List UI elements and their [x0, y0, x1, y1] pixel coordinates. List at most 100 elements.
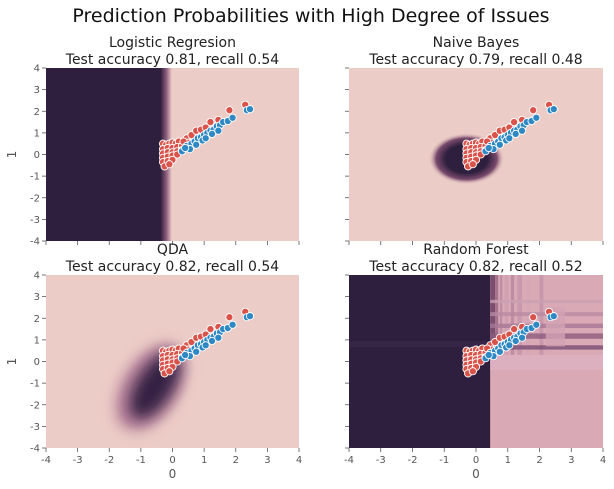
point-class-1 — [245, 105, 255, 114]
point-class-0 — [529, 106, 538, 115]
point-class-1 — [495, 347, 504, 356]
point-class-1 — [192, 347, 201, 356]
panel-subtitle: Test accuracy 0.82, recall 0.54 — [65, 259, 280, 275]
y-tick-label: 2 — [34, 314, 40, 325]
y-axis-label: 1 — [5, 151, 19, 159]
point-class-0 — [510, 118, 519, 127]
y-axis-label: 1 — [5, 358, 19, 366]
figure-title: Prediction Probabilities with High Degre… — [72, 5, 549, 27]
point-class-1 — [181, 350, 190, 360]
x-tick-label: 1 — [505, 455, 511, 466]
scatter-points — [158, 100, 255, 171]
scatter-points — [462, 307, 558, 378]
point-class-1 — [207, 129, 217, 139]
x-tick-label: 1 — [201, 455, 207, 466]
y-tick-label: 1 — [34, 335, 40, 346]
x-tick-label: -3 — [73, 455, 83, 466]
point-class-1 — [517, 333, 527, 342]
y-tick-label: 0 — [34, 357, 40, 368]
x-tick-label: -2 — [104, 455, 114, 466]
axes: -4 -3 -2 -1 0 1 2 3 4 — [344, 274, 606, 466]
point-class-1 — [245, 312, 255, 321]
point-class-0 — [206, 325, 215, 334]
x-tick-label: -1 — [439, 455, 449, 466]
point-class-0 — [165, 160, 174, 169]
point-class-1 — [484, 350, 493, 360]
panel-title: Logistic Regresion — [109, 35, 236, 51]
point-class-1 — [511, 336, 520, 346]
y-tick-label: -3 — [30, 215, 40, 226]
y-tick-label: -2 — [30, 400, 40, 411]
point-class-1 — [214, 126, 223, 135]
x-tick-label: 0 — [473, 455, 479, 466]
point-class-0 — [206, 118, 215, 127]
y-tick-label: 3 — [34, 292, 40, 303]
y-tick-label: 2 — [34, 107, 40, 118]
axes — [345, 67, 604, 245]
panel-title: Naive Bayes — [433, 35, 520, 51]
point-class-0 — [529, 313, 538, 322]
point-class-1 — [228, 320, 237, 329]
point-class-1 — [505, 341, 514, 350]
y-tick-label: 0 — [34, 150, 40, 161]
probability-background — [349, 275, 603, 448]
point-class-0 — [225, 313, 234, 322]
point-class-1 — [511, 129, 520, 139]
point-class-1 — [505, 134, 514, 143]
axes: -4 -3 -2 -1 0 1 2 3 4 -4 -3 -2 -1 0 1 2 3 4 — [30, 271, 302, 467]
point-class-1 — [201, 341, 210, 350]
point-class-1 — [532, 320, 541, 329]
point-class-0 — [165, 367, 174, 376]
point-class-1 — [181, 143, 190, 153]
x-axis-label: 0 — [169, 467, 177, 481]
scatter-points — [158, 307, 255, 378]
point-class-1 — [228, 113, 237, 122]
x-axis-label: 0 — [472, 467, 480, 481]
y-tick-label: -4 — [30, 444, 40, 455]
point-class-0 — [225, 106, 234, 115]
x-tick-label: 3 — [568, 455, 574, 466]
x-tick-label: 4 — [296, 455, 302, 466]
point-class-1 — [214, 333, 223, 342]
x-tick-label: 0 — [169, 455, 175, 466]
point-class-0 — [468, 367, 477, 376]
point-class-1 — [517, 126, 527, 135]
axes: -4 -3 -2 -1 0 1 2 3 4 — [30, 64, 300, 248]
x-tick-label: 2 — [233, 455, 239, 466]
x-tick-label: 4 — [600, 455, 606, 466]
y-tick-label: -1 — [30, 379, 40, 390]
scatter-points — [462, 100, 558, 171]
x-tick-label: -1 — [136, 455, 146, 466]
x-tick-label: -2 — [408, 455, 418, 466]
panel-title: Random Forest — [423, 242, 529, 258]
y-tick-label: -1 — [30, 172, 40, 183]
y-tick-label: -3 — [30, 422, 40, 433]
panel-subtitle: Test accuracy 0.79, recall 0.48 — [368, 52, 582, 68]
point-class-1 — [532, 113, 541, 122]
y-tick-label: -2 — [30, 193, 40, 204]
x-tick-label: -4 — [344, 455, 354, 466]
panel-subtitle: Test accuracy 0.81, recall 0.54 — [65, 52, 280, 68]
panel-title: QDA — [157, 242, 189, 258]
point-class-1 — [484, 143, 493, 153]
panel-subtitle: Test accuracy 0.82, recall 0.52 — [368, 259, 582, 275]
point-class-1 — [207, 336, 217, 346]
point-class-1 — [549, 105, 558, 114]
y-tick-label: -4 — [30, 237, 40, 248]
point-class-0 — [510, 325, 519, 334]
point-class-1 — [495, 140, 504, 149]
y-tick-label: 4 — [34, 271, 40, 282]
point-class-1 — [192, 140, 201, 149]
point-class-1 — [201, 134, 210, 143]
y-tick-label: 3 — [34, 85, 40, 96]
x-tick-label: 2 — [536, 455, 542, 466]
point-class-0 — [468, 160, 477, 169]
y-tick-label: 1 — [34, 128, 40, 139]
x-tick-label: 3 — [264, 455, 270, 466]
y-tick-label: 4 — [34, 64, 40, 75]
